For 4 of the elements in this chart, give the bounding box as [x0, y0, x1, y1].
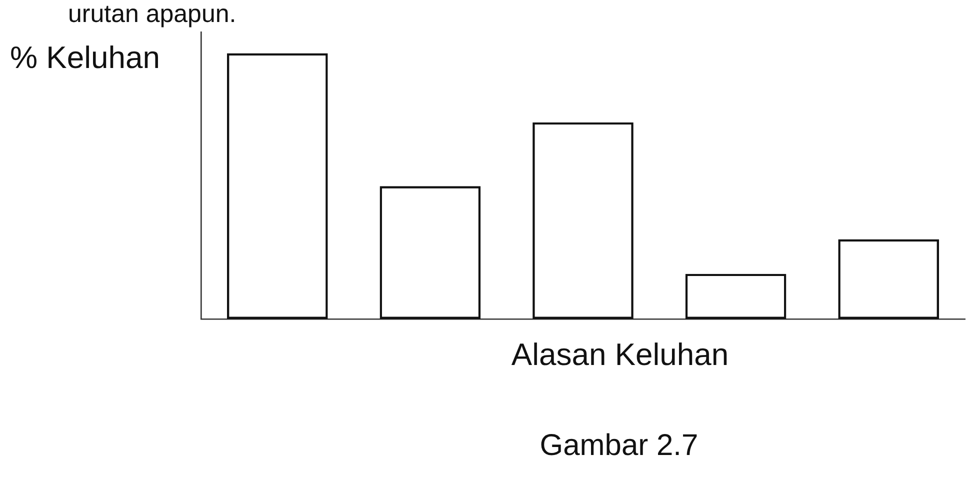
x-axis-title: Alasan Keluhan [511, 337, 729, 373]
y-axis-title: % Keluhan [10, 40, 160, 76]
text: urutan apapun. [68, 0, 236, 28]
text: Gambar 2.7 [540, 428, 698, 464]
